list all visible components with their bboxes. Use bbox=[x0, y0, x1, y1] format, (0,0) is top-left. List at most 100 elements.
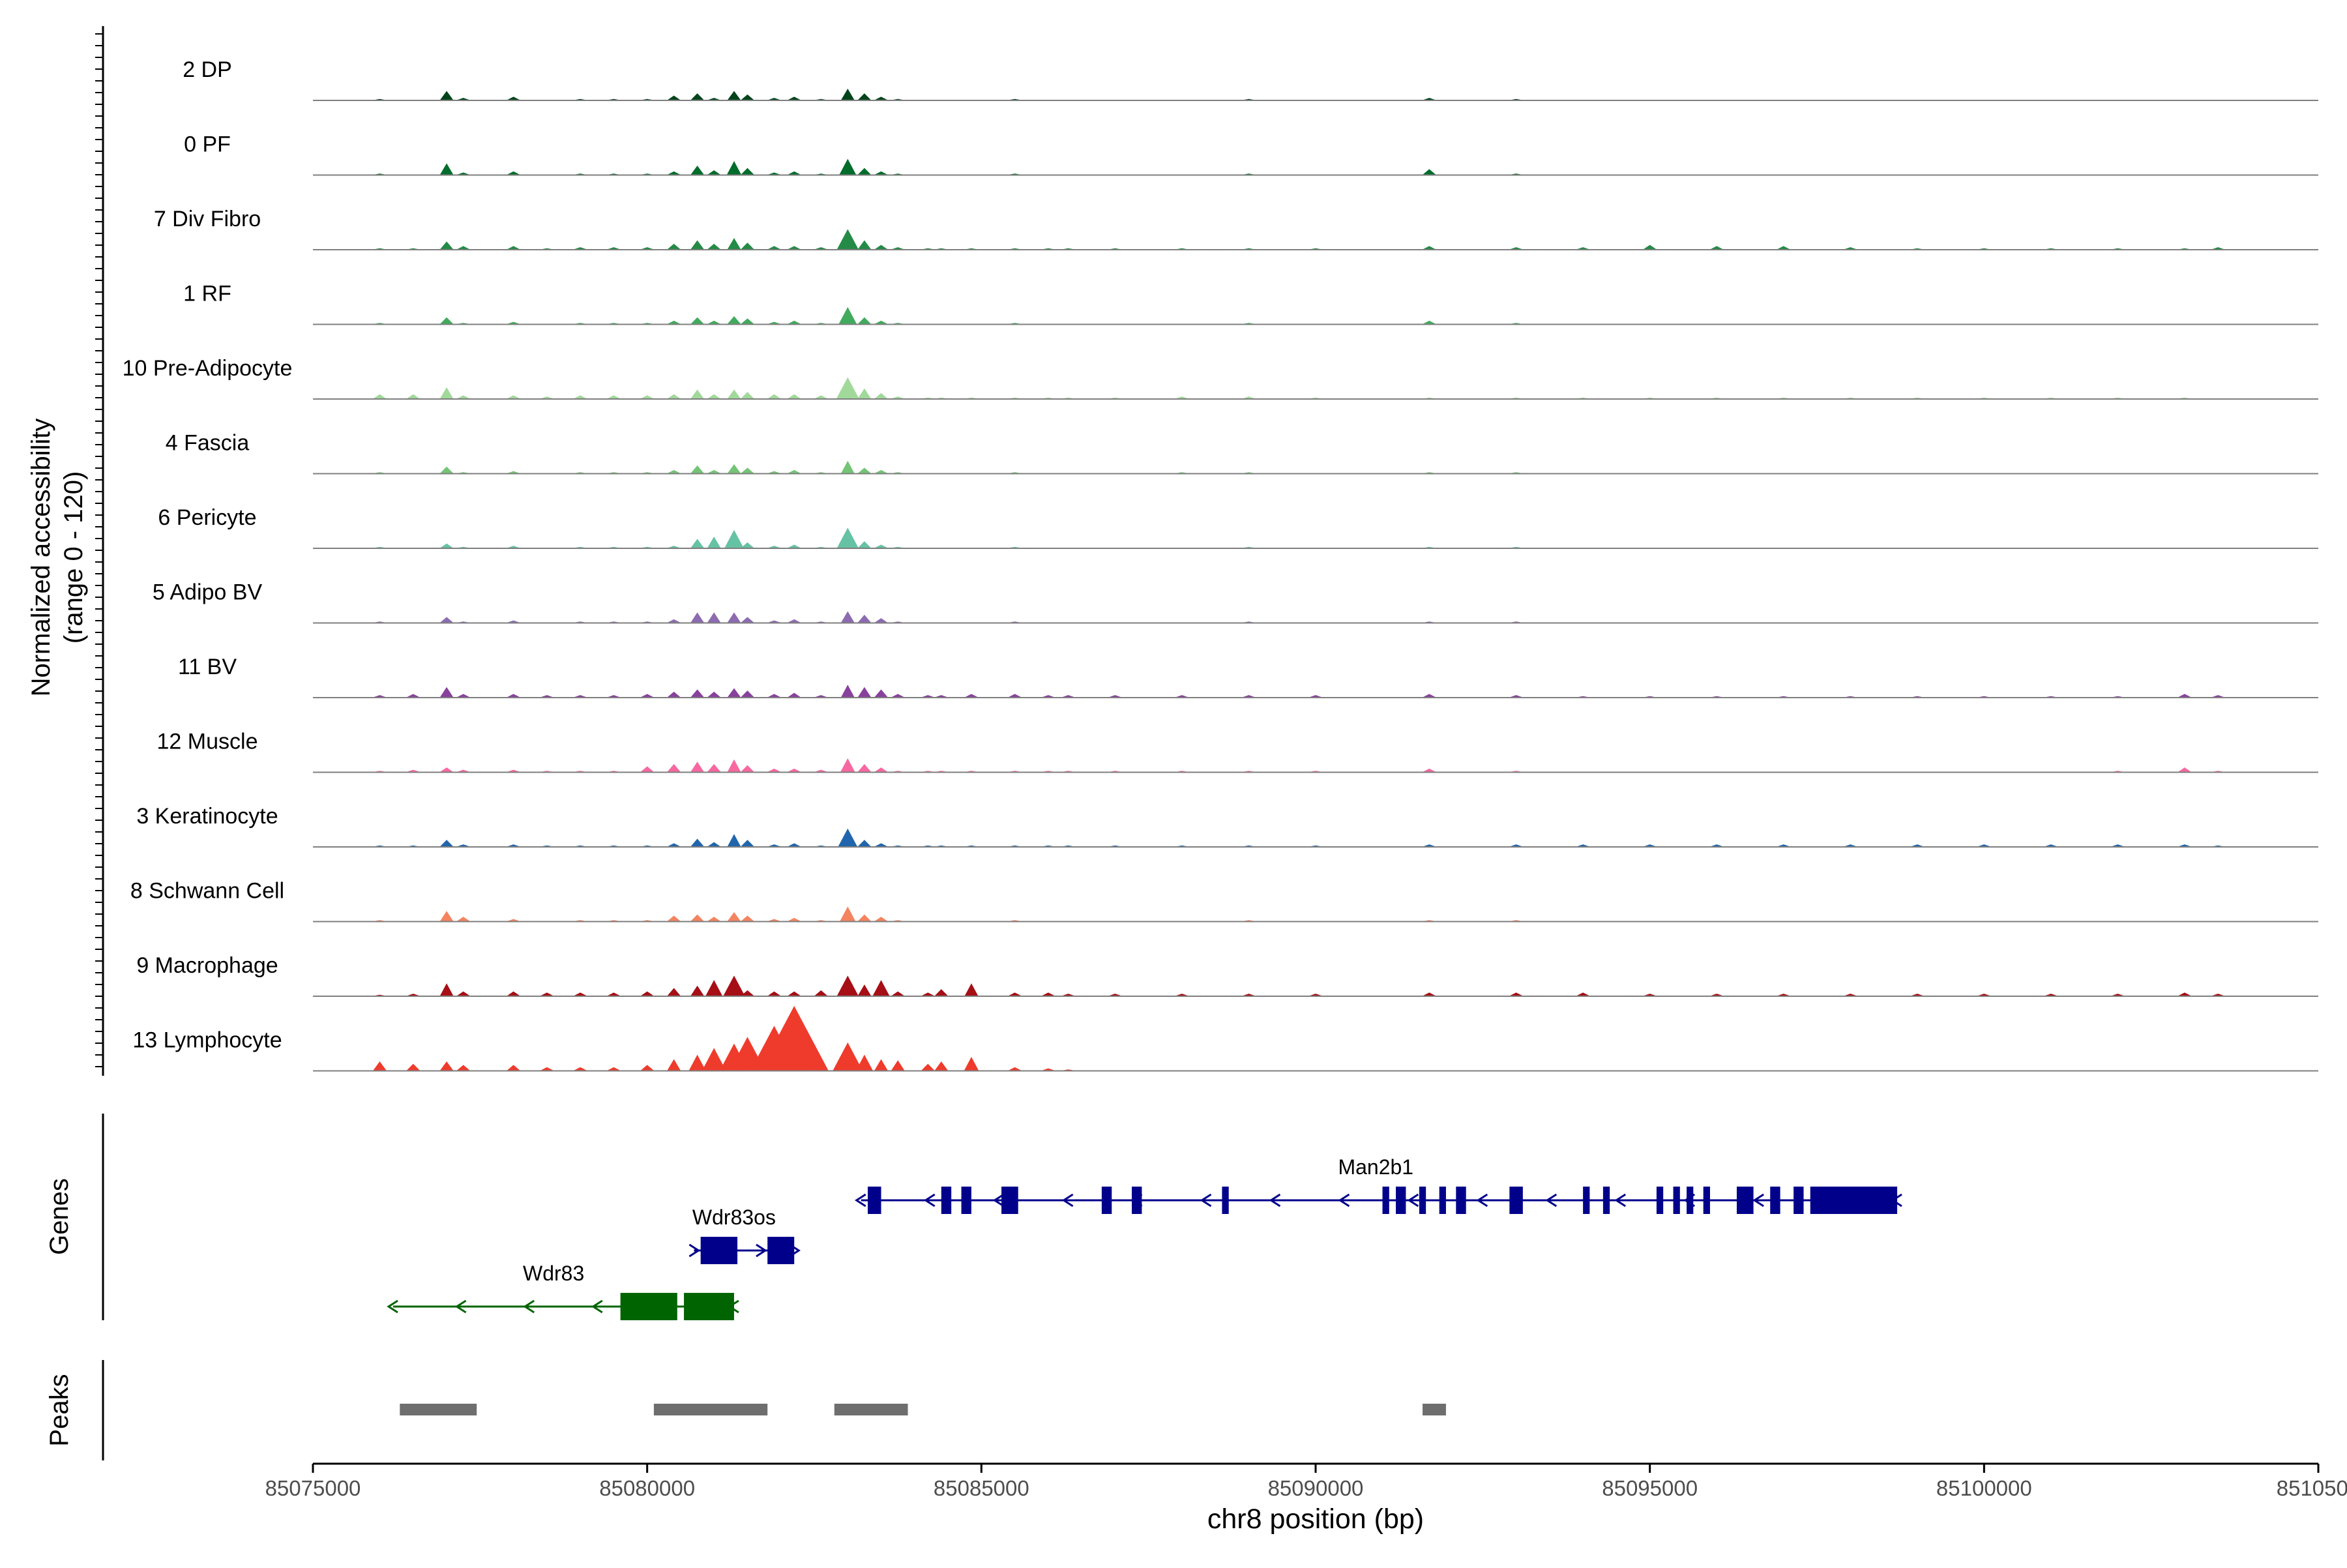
exon-block bbox=[1602, 1187, 1610, 1214]
exon-block bbox=[1456, 1187, 1466, 1214]
coverage-track: 11 BV bbox=[178, 655, 2318, 698]
strand-arrow bbox=[1752, 1193, 1764, 1207]
track-label: 0 PF bbox=[184, 132, 231, 157]
track-label: 6 Pericyte bbox=[158, 505, 256, 530]
peaks-track-title: Peaks bbox=[45, 1374, 74, 1446]
coverage-track: 7 Div Fibro bbox=[154, 207, 2318, 250]
peak-region bbox=[834, 1404, 908, 1415]
coverage-track: 1 RF bbox=[183, 282, 2318, 325]
coverage-track: 4 Fascia bbox=[166, 431, 2318, 475]
coverage-track: 3 Keratinocyte bbox=[136, 804, 2318, 848]
gene-model: Man2b1 bbox=[854, 1155, 1902, 1214]
coverage-track: 10 Pre-Adipocyte bbox=[123, 356, 2318, 400]
coverage-track: 13 Lymphocyte bbox=[132, 1005, 2318, 1072]
gene-model: Wdr83os bbox=[688, 1206, 801, 1264]
gene-label: Man2b1 bbox=[1338, 1155, 1413, 1179]
exon-block bbox=[961, 1187, 971, 1214]
exon-block bbox=[1419, 1187, 1426, 1214]
exon-block bbox=[1736, 1187, 1754, 1214]
strand-arrow bbox=[688, 1243, 701, 1258]
exon-block bbox=[1382, 1187, 1389, 1214]
exon-block bbox=[868, 1187, 881, 1214]
track-label: 10 Pre-Adipocyte bbox=[123, 356, 293, 381]
genes-track-title: Genes bbox=[45, 1178, 74, 1255]
track-label: 4 Fascia bbox=[166, 431, 250, 456]
track-label: 11 BV bbox=[178, 655, 237, 679]
gene-label: Wdr83os bbox=[692, 1206, 776, 1229]
exon-block bbox=[1770, 1187, 1780, 1214]
strand-arrow bbox=[756, 1243, 767, 1258]
track-label: 3 Keratinocyte bbox=[136, 804, 278, 829]
exon-block bbox=[700, 1237, 738, 1264]
x-tick-label: 85090000 bbox=[1268, 1476, 1364, 1500]
exon-block bbox=[620, 1293, 677, 1320]
exon-block bbox=[1583, 1187, 1590, 1214]
track-label: 7 Div Fibro bbox=[154, 207, 261, 231]
coverage-track: 9 Macrophage bbox=[136, 953, 2318, 997]
strand-arrow bbox=[523, 1299, 535, 1314]
exon-block bbox=[1687, 1187, 1694, 1214]
exon-block bbox=[1396, 1187, 1406, 1214]
exon-block bbox=[767, 1237, 795, 1264]
y-axis-label-line2: (range 0 - 120) bbox=[59, 471, 88, 644]
strand-arrow bbox=[854, 1193, 866, 1207]
peak-region bbox=[400, 1404, 477, 1415]
track-label: 1 RF bbox=[183, 282, 231, 306]
strand-arrow bbox=[923, 1193, 936, 1207]
coverage-track: 5 Adipo BV bbox=[153, 580, 2318, 624]
y-axis-label-line1: Normalized accessibility bbox=[27, 419, 55, 697]
exon-block bbox=[1132, 1187, 1142, 1214]
track-label: 8 Schwann Cell bbox=[130, 879, 284, 904]
exon-block bbox=[1656, 1187, 1664, 1214]
x-tick-label: 85080000 bbox=[599, 1476, 695, 1500]
coverage-track: 8 Schwann Cell bbox=[130, 879, 2318, 923]
strand-arrow bbox=[1476, 1193, 1488, 1207]
exon-block bbox=[1509, 1187, 1523, 1214]
strand-arrow bbox=[1061, 1193, 1074, 1207]
exon-block bbox=[941, 1187, 952, 1214]
strand-arrow bbox=[1407, 1193, 1419, 1207]
exon-block bbox=[684, 1293, 734, 1320]
coverage-track: 12 Muscle bbox=[157, 730, 2318, 773]
track-label: 13 Lymphocyte bbox=[132, 1028, 282, 1053]
track-label: 2 DP bbox=[183, 57, 232, 82]
strand-arrow bbox=[1614, 1193, 1627, 1207]
coverage-track: 0 PF bbox=[184, 132, 2318, 176]
exon-block bbox=[1810, 1187, 1898, 1214]
strand-arrow bbox=[992, 1193, 1005, 1207]
strand-arrow bbox=[387, 1299, 398, 1314]
gene-model: Wdr83 bbox=[387, 1262, 739, 1320]
peak-track bbox=[400, 1404, 1446, 1415]
x-tick-label: 85075000 bbox=[265, 1476, 361, 1500]
coverage-track: 6 Pericyte bbox=[158, 505, 2318, 549]
track-label: 9 Macrophage bbox=[136, 953, 278, 978]
strand-arrow bbox=[1200, 1193, 1212, 1207]
strand-arrow bbox=[1338, 1193, 1350, 1207]
exon-block bbox=[1222, 1187, 1229, 1214]
strand-arrow bbox=[1545, 1193, 1557, 1207]
x-tick-label: 8510500 bbox=[2277, 1476, 2347, 1500]
x-tick-label: 85085000 bbox=[934, 1476, 1029, 1500]
x-tick-label: 85095000 bbox=[1602, 1476, 1698, 1500]
strand-arrow bbox=[1269, 1193, 1281, 1207]
exon-block bbox=[1673, 1187, 1680, 1214]
exon-block bbox=[1793, 1187, 1804, 1214]
gene-label: Wdr83 bbox=[523, 1262, 584, 1285]
y-minor-ticks bbox=[95, 33, 103, 1067]
gene-track: Man2b1 Wdr83os Wdr83 bbox=[387, 1155, 1902, 1320]
coverage-track: 2 DP bbox=[183, 57, 2318, 101]
track-label: 12 Muscle bbox=[157, 730, 258, 754]
peak-region bbox=[653, 1404, 768, 1415]
peak-region bbox=[1423, 1404, 1446, 1415]
x-tick-label: 85100000 bbox=[1936, 1476, 2032, 1500]
exon-block bbox=[1439, 1187, 1446, 1214]
x-axis-ticks: 85075000 85080000 85085000 85090000 85095000… bbox=[265, 1464, 2347, 1500]
exon-block bbox=[1703, 1187, 1710, 1214]
exon-block bbox=[1001, 1187, 1018, 1214]
x-axis-label: chr8 position (bp) bbox=[1207, 1503, 1424, 1535]
track-label: 5 Adipo BV bbox=[153, 580, 263, 605]
exon-block bbox=[1101, 1187, 1112, 1214]
